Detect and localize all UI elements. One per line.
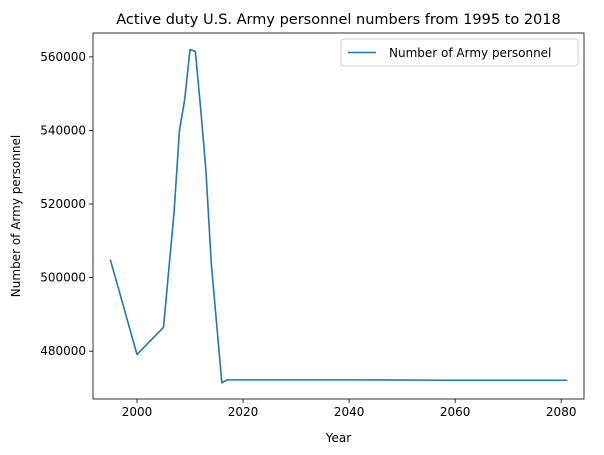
y-tick-label: 560000 — [40, 50, 86, 64]
x-tick-label: 2000 — [122, 405, 153, 419]
x-tick-label: 2040 — [334, 405, 365, 419]
y-tick-label: 480000 — [40, 344, 86, 358]
axes-background — [93, 33, 584, 399]
y-axis-label: Number of Army personnel — [9, 135, 23, 297]
y-tick-label: 540000 — [40, 123, 86, 137]
legend-entry-number-of-army-personnel: Number of Army personnel — [389, 46, 551, 60]
series-line-army-personnel — [109, 48, 568, 384]
chart-title: Active duty U.S. Army personnel numbers … — [116, 12, 560, 28]
axes-frame — [92, 32, 585, 400]
x-tick-label: 2060 — [440, 405, 471, 419]
data-layer — [109, 48, 568, 384]
x-tick-label: 2080 — [546, 405, 577, 419]
x-tick-label: 2020 — [228, 405, 259, 419]
legend: Number of Army personnel — [340, 38, 579, 67]
legend-box — [340, 38, 579, 67]
y-tick-label: 520000 — [40, 197, 86, 211]
x-axis-ticks: 2000 2020 2040 2060 2080 — [122, 399, 577, 419]
x-axis-label: Year — [325, 431, 351, 445]
y-axis-ticks: 480000 500000 520000 540000 560000 — [40, 50, 93, 358]
plot-area — [92, 32, 585, 400]
y-tick-label: 500000 — [40, 271, 86, 285]
